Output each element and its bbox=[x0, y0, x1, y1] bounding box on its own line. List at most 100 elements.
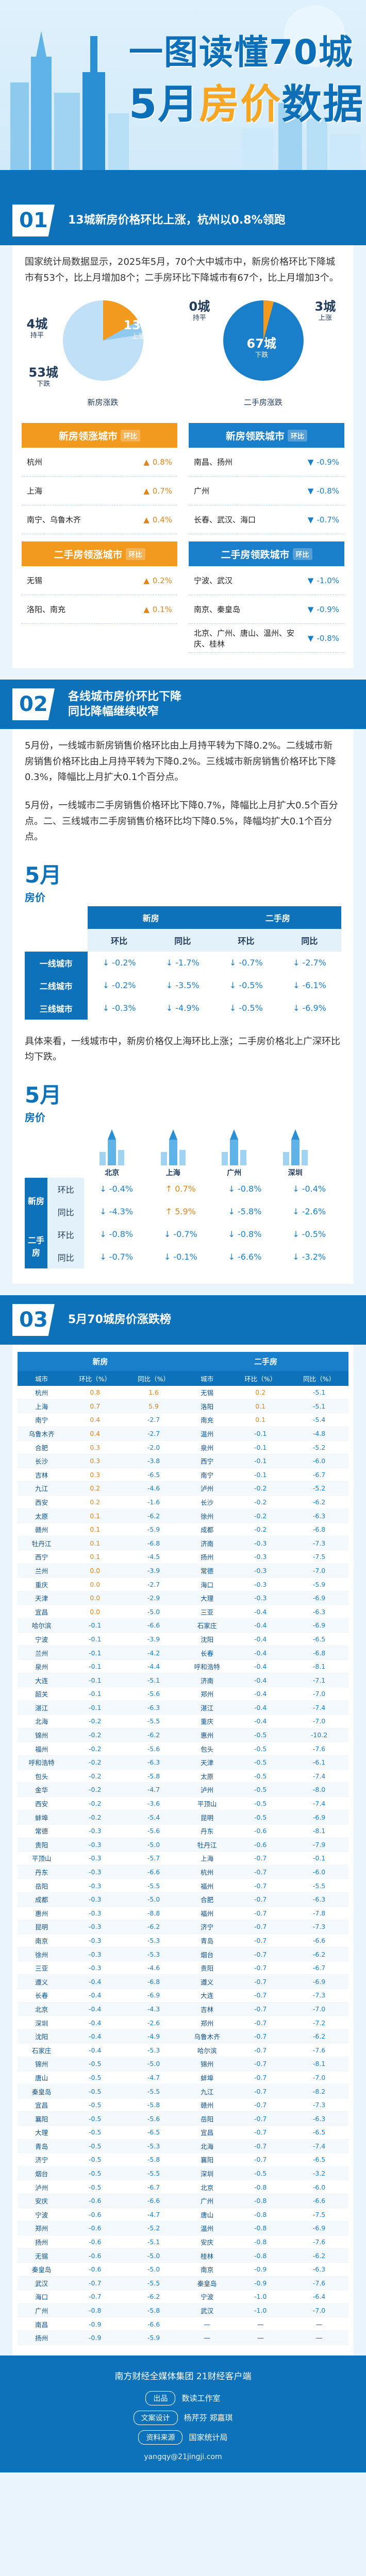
footer-credit-label: 出品 bbox=[145, 2391, 176, 2405]
table-value: -6.8 bbox=[124, 1974, 183, 1989]
table-city: 湛江 bbox=[18, 1701, 66, 1715]
table-value: -0.3 bbox=[65, 1947, 125, 1961]
table-value: -7.0 bbox=[290, 1714, 348, 1728]
table-city: 沈阳 bbox=[18, 2029, 66, 2044]
tier-value: ↓ -6.9% bbox=[292, 1003, 326, 1013]
pie-flat-text: 持平 bbox=[30, 331, 44, 340]
rank-value: ▲ 0.1% bbox=[143, 605, 172, 614]
table-value: -2.7 bbox=[124, 1413, 183, 1427]
table-city: 深圳 bbox=[182, 2166, 231, 2181]
table-row: 西宁 0.1 -4.5 扬州 -0.3 -7.5 bbox=[18, 1550, 348, 1564]
table-value: -0.5 bbox=[65, 2139, 125, 2154]
table-value: -0.4 bbox=[65, 2043, 125, 2058]
table-row: 湛江 -0.1 -6.3 湛江 -0.4 -7.4 bbox=[18, 1701, 348, 1715]
table-70-col-header: 城市 bbox=[182, 1370, 231, 1386]
table-row: 西安 -0.2 -3.6 平顶山 -0.5 -7.4 bbox=[18, 1797, 348, 1811]
table-value: -4.6 bbox=[124, 1481, 183, 1496]
table-city: 昆明 bbox=[18, 1920, 66, 1934]
table-value: -5.9 bbox=[290, 1577, 348, 1591]
pie-down-count: 53城 bbox=[28, 365, 58, 380]
table-value: -0.5 bbox=[65, 2084, 125, 2098]
section-2-header: 02 各线城市房价环比下降 同比降幅继续收窄 bbox=[0, 680, 366, 730]
col-mom: 环比 bbox=[87, 928, 151, 952]
table-row: 常德 -0.3 -5.6 丹东 -0.6 -8.1 bbox=[18, 1824, 348, 1838]
new-up-list: 杭州 ▲ 0.8% 上海 ▲ 0.7% 南宁、乌鲁木齐 ▲ 0.4% bbox=[22, 448, 177, 535]
group-new-home: 新房 bbox=[18, 1351, 183, 1371]
table-value: -5.9 bbox=[124, 2331, 183, 2345]
table-value: -0.9 bbox=[231, 2262, 290, 2277]
table-value: -6.6 bbox=[290, 1934, 348, 1948]
section-2-paragraph-1: 5月份，一线城市新房销售价格环比由上月持平转为下降0.2%。二线城市新房销售价格… bbox=[25, 740, 336, 783]
table-value: -6.9 bbox=[124, 1988, 183, 2003]
table-value: -0.9 bbox=[231, 2276, 290, 2291]
rank-city: 南昌、扬州 bbox=[194, 457, 233, 467]
tier-value: ↓ -1.7% bbox=[165, 958, 199, 968]
table-value: -0.7 bbox=[231, 1934, 290, 1948]
table-value: -0.5 bbox=[231, 1783, 290, 1797]
table-value: -6.9 bbox=[290, 1974, 348, 1989]
table-city: 石家庄 bbox=[18, 2043, 66, 2058]
table-city: 武汉 bbox=[18, 2276, 66, 2291]
table-value: -6.6 bbox=[124, 2194, 183, 2208]
table-value: -0.8 bbox=[231, 2208, 290, 2222]
table-70-body: 杭州 0.8 1.6 无锡 0.2 -5.1 上海 0.7 5.9 洛阳 0.1 -5.1 南宁 0.4-… bbox=[18, 1385, 348, 2345]
pie2-flat-label: 0城 持平 bbox=[189, 299, 210, 322]
table-row: 西安 0.2 -1.6 长沙 -0.2 -6.2 bbox=[18, 1495, 348, 1510]
table-value: 0.3 bbox=[65, 1454, 125, 1468]
table-value: -0.6 bbox=[65, 2221, 125, 2235]
table-value: -5.6 bbox=[124, 1687, 183, 1701]
city-value: ↓ -4.3% bbox=[99, 1207, 134, 1217]
table-city: 福州 bbox=[18, 1741, 66, 1756]
table-value: -0.7 bbox=[231, 2057, 290, 2071]
table-value: -0.6 bbox=[65, 2194, 125, 2208]
table-value: -0.8 bbox=[231, 2221, 290, 2235]
table-value: -7.2 bbox=[290, 2015, 348, 2030]
table-city: 呼和浩特 bbox=[18, 1755, 66, 1770]
table-city: 惠州 bbox=[18, 1906, 66, 1921]
city-value: ↓ -0.4% bbox=[292, 1184, 326, 1194]
table-city: 杭州 bbox=[182, 1865, 231, 1879]
table-value: -5.8 bbox=[124, 2303, 183, 2318]
table-city: 成都 bbox=[18, 1892, 66, 1907]
table-value: -7.0 bbox=[290, 1564, 348, 1578]
table-city: 济宁 bbox=[182, 1920, 231, 1934]
table-70-col-header: 环比（%） bbox=[231, 1370, 290, 1386]
table-value: -4.8 bbox=[290, 1427, 348, 1441]
table-value: -2.0 bbox=[124, 1440, 183, 1454]
table-row: 天津 0.0 -2.9 大理 -0.3 -6.9 bbox=[18, 1591, 348, 1605]
city-value: ↓ -0.8% bbox=[99, 1229, 134, 1240]
table-city: 长春 bbox=[18, 1988, 66, 2003]
table-value: -6.0 bbox=[290, 2180, 348, 2194]
city-landmark-icon bbox=[99, 1129, 125, 1165]
table-value: -7.0 bbox=[290, 2002, 348, 2016]
table-value: -7.4 bbox=[290, 1797, 348, 1811]
table-value: -0.7 bbox=[231, 1920, 290, 1934]
table-value: -7.9 bbox=[290, 1838, 348, 1852]
table-city: 金华 bbox=[18, 1783, 66, 1797]
table-city: 西宁 bbox=[18, 1550, 66, 1564]
pie2-down-label: 67城 下跌 bbox=[247, 336, 276, 359]
sec-down-column: 二手房领跌城市 环比 宁波、武汉 ▼ -1.0% 南京、秦皇岛 ▼ -0.9% 北京、广州、唐… bbox=[189, 534, 344, 653]
table-value: -6.5 bbox=[124, 2125, 183, 2140]
new-down-list: 南昌、扬州 ▼ -0.9% 广州 ▼ -0.8% 长春、武汉、海口 ▼ -0.7% bbox=[189, 448, 344, 535]
table-city: 岳阳 bbox=[182, 2111, 231, 2126]
table-city: 宜昌 bbox=[18, 1604, 66, 1619]
table-city: 徐州 bbox=[182, 1509, 231, 1523]
rank-row: 南昌、扬州 ▼ -0.9% bbox=[189, 448, 344, 477]
footer: 南方财经全媒体集团 21财经客户端 出品 数读工作室 文案设计 杨芹芬 郑嘉琪 资料来源… bbox=[0, 2355, 366, 2472]
rank-row: 上海 ▲ 0.7% bbox=[22, 477, 177, 506]
arrow-up-icon: ▲ bbox=[143, 457, 149, 467]
table-value: -0.8 bbox=[231, 2235, 290, 2249]
col-second-home: 二手房 bbox=[214, 906, 341, 929]
city-row-label: 环比 bbox=[47, 1177, 85, 1200]
table-city: 西安 bbox=[18, 1797, 66, 1811]
table-row: 上海 0.7 5.9 洛阳 0.1 -5.1 bbox=[18, 1399, 348, 1414]
rank-value: ▼ -0.7% bbox=[308, 515, 339, 524]
table-row: 长沙 0.3 -3.8 西宁 -0.1 -6.0 bbox=[18, 1454, 348, 1468]
table-city: 遵义 bbox=[182, 1974, 231, 1989]
city-landmark-icon bbox=[282, 1129, 308, 1165]
city-value: ↓ -6.6% bbox=[228, 1252, 262, 1262]
table-row: 锦州 -0.5 -5.0 锦州 -0.7 -8.1 bbox=[18, 2057, 348, 2071]
sec-up-header: 二手房领涨城市 环比 bbox=[22, 541, 177, 567]
table-value: -0.5 bbox=[65, 2111, 125, 2126]
